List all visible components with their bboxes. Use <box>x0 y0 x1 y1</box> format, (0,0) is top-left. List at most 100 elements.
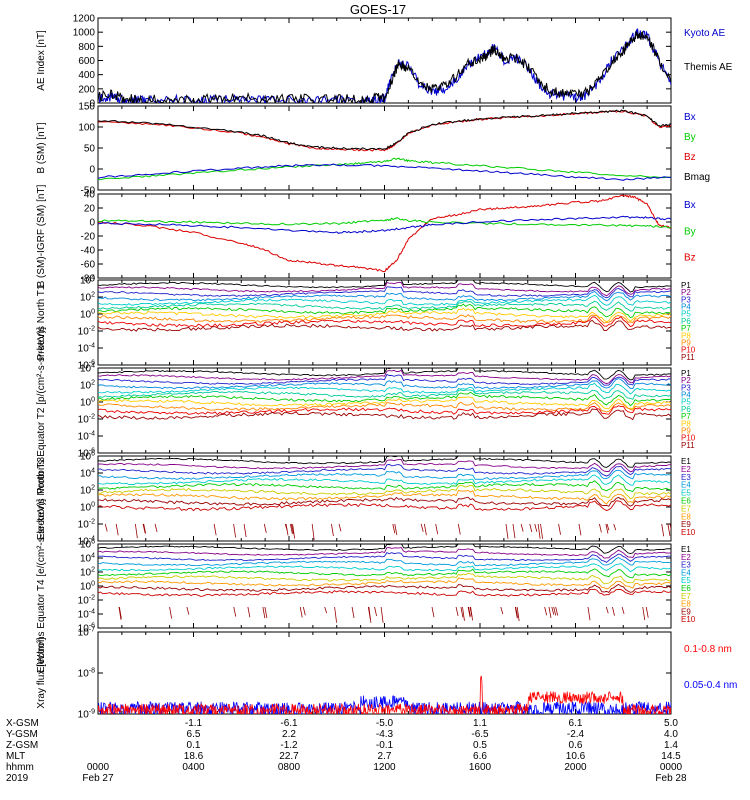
panel-4: Protons North T110410210010-210-410-6P1P… <box>36 275 696 372</box>
dropout-mark <box>462 606 465 621</box>
channel-line <box>98 368 671 381</box>
tick-label: 1200 <box>73 14 96 25</box>
dropout-mark <box>324 606 328 614</box>
dropout-mark <box>284 523 288 531</box>
tick-label: 104 <box>80 363 95 375</box>
channel-line <box>98 556 671 567</box>
dropout-mark <box>431 606 435 618</box>
legend-e4: E4 <box>681 481 691 490</box>
legend-p5: P5 <box>681 310 691 319</box>
tick-label: 10-9 <box>78 709 95 721</box>
footer-value: 2000 <box>564 762 587 773</box>
dropout-mark <box>555 606 559 616</box>
dropout-mark <box>669 523 671 532</box>
tick-label: 150 <box>78 102 95 113</box>
dropout-mark <box>302 606 306 616</box>
footer-value: 6.1 <box>569 718 583 729</box>
channel-line <box>98 405 671 416</box>
series-bmag <box>98 109 671 151</box>
legend-bx: Bx <box>684 112 696 123</box>
legend-e5: E5 <box>681 576 691 585</box>
panel-8: Xray flux [W/m²] 10-7 10-8 10-9 0.1-0.8 nm 0.… <box>36 627 737 721</box>
legend-p5: P5 <box>681 398 691 407</box>
legend-p3: P3 <box>681 383 691 392</box>
footer-value: 1.1 <box>473 718 487 729</box>
footer-value: 0000 <box>660 762 683 773</box>
dropout-mark <box>290 523 293 535</box>
y-axis-label: Protons Equator T2 [p/(cm²-s-sr-keV)] <box>36 327 47 494</box>
tick-label: 1000 <box>73 28 96 39</box>
legend-e3: E3 <box>681 473 691 482</box>
footer-value: 0000 <box>87 762 110 773</box>
legend-p4: P4 <box>681 391 691 400</box>
dropout-mark <box>299 606 303 618</box>
dropout-mark <box>516 606 520 622</box>
channel-line <box>98 500 671 512</box>
legend-p7: P7 <box>681 412 691 421</box>
plot-area <box>98 28 671 103</box>
panel-7: Electrons Equator T4 [e/(cm²-s-sr-keV)] 1… <box>36 499 696 674</box>
dropout-mark <box>558 523 561 535</box>
legend-e8: E8 <box>681 600 691 609</box>
dropout-mark <box>661 523 665 537</box>
footer-value: 0.5 <box>473 740 487 751</box>
channel-line <box>98 303 671 319</box>
channel-line <box>98 396 671 410</box>
channel-line <box>98 391 671 407</box>
tick-label: 104 <box>80 468 95 480</box>
channel-line <box>98 496 671 507</box>
dropout-mark <box>243 523 247 538</box>
tick-label: 10-2 <box>78 595 95 607</box>
footer-value: -6.1 <box>280 718 298 729</box>
dropout-mark <box>392 523 396 534</box>
legend-bmag: Bmag <box>684 172 710 183</box>
dropout-mark <box>520 523 524 532</box>
channel-line <box>98 552 671 563</box>
legend-p2: P2 <box>681 376 691 385</box>
dropout-mark <box>247 606 251 618</box>
legend-p3: P3 <box>681 295 691 304</box>
tick-label: 10-4 <box>78 343 95 355</box>
channel-line <box>98 294 671 306</box>
dropout-mark <box>134 523 138 539</box>
footer-value: 10.6 <box>566 751 586 762</box>
tick-label: 50 <box>84 144 96 155</box>
plot-area <box>98 456 671 541</box>
footer-row-label: X-GSM <box>6 718 39 729</box>
legend-p11: P11 <box>681 353 695 362</box>
footer-row-label: 2019 <box>6 773 29 784</box>
channel-line <box>98 401 671 413</box>
legend-p9: P9 <box>681 338 691 347</box>
legend-e1: E1 <box>681 545 691 554</box>
legend-p9: P9 <box>681 426 691 435</box>
channel-line <box>98 382 671 395</box>
tick-label: 100 <box>80 502 95 514</box>
legend-kyoto-ae: Kyoto AE <box>684 28 725 39</box>
series-by <box>98 217 671 229</box>
dropout-mark <box>118 606 122 619</box>
channel-line <box>98 280 671 293</box>
legend-p1: P1 <box>681 369 691 378</box>
tick-label: 10-4 <box>78 431 95 443</box>
dropout-mark <box>104 523 108 532</box>
channel-line <box>98 290 671 302</box>
dropout-mark <box>551 606 555 615</box>
footer-value: 1200 <box>373 762 396 773</box>
channel-line <box>98 307 671 323</box>
tick-label: 40 <box>84 190 96 201</box>
plot-area <box>98 109 671 181</box>
y-axis-label: B (SM)-IGRF (SM) [nT] <box>36 184 47 287</box>
footer-value: 18.6 <box>184 751 204 762</box>
dropout-mark <box>537 523 541 539</box>
footer-value: 14.5 <box>661 751 681 762</box>
dropout-mark <box>667 523 671 536</box>
tick-label: 104 <box>80 275 95 287</box>
y-axis-label: AE Index [nT] <box>36 30 47 91</box>
legend-by: By <box>684 226 696 237</box>
dropout-mark <box>544 606 548 616</box>
series-bx <box>98 215 671 234</box>
legend-e8: E8 <box>681 512 691 521</box>
tick-label: 106 <box>80 451 95 463</box>
footer-row-label: MLT <box>6 751 25 762</box>
